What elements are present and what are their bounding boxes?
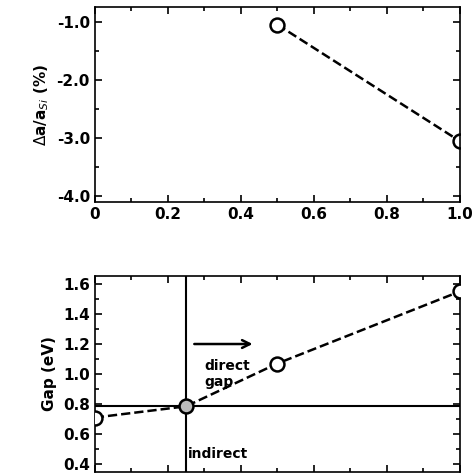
Text: indirect: indirect (188, 447, 248, 461)
Text: direct
gap: direct gap (204, 359, 250, 389)
Y-axis label: Gap (eV): Gap (eV) (42, 337, 57, 411)
Y-axis label: $\Delta$a/a$_{Si}$ (%): $\Delta$a/a$_{Si}$ (%) (32, 64, 51, 146)
